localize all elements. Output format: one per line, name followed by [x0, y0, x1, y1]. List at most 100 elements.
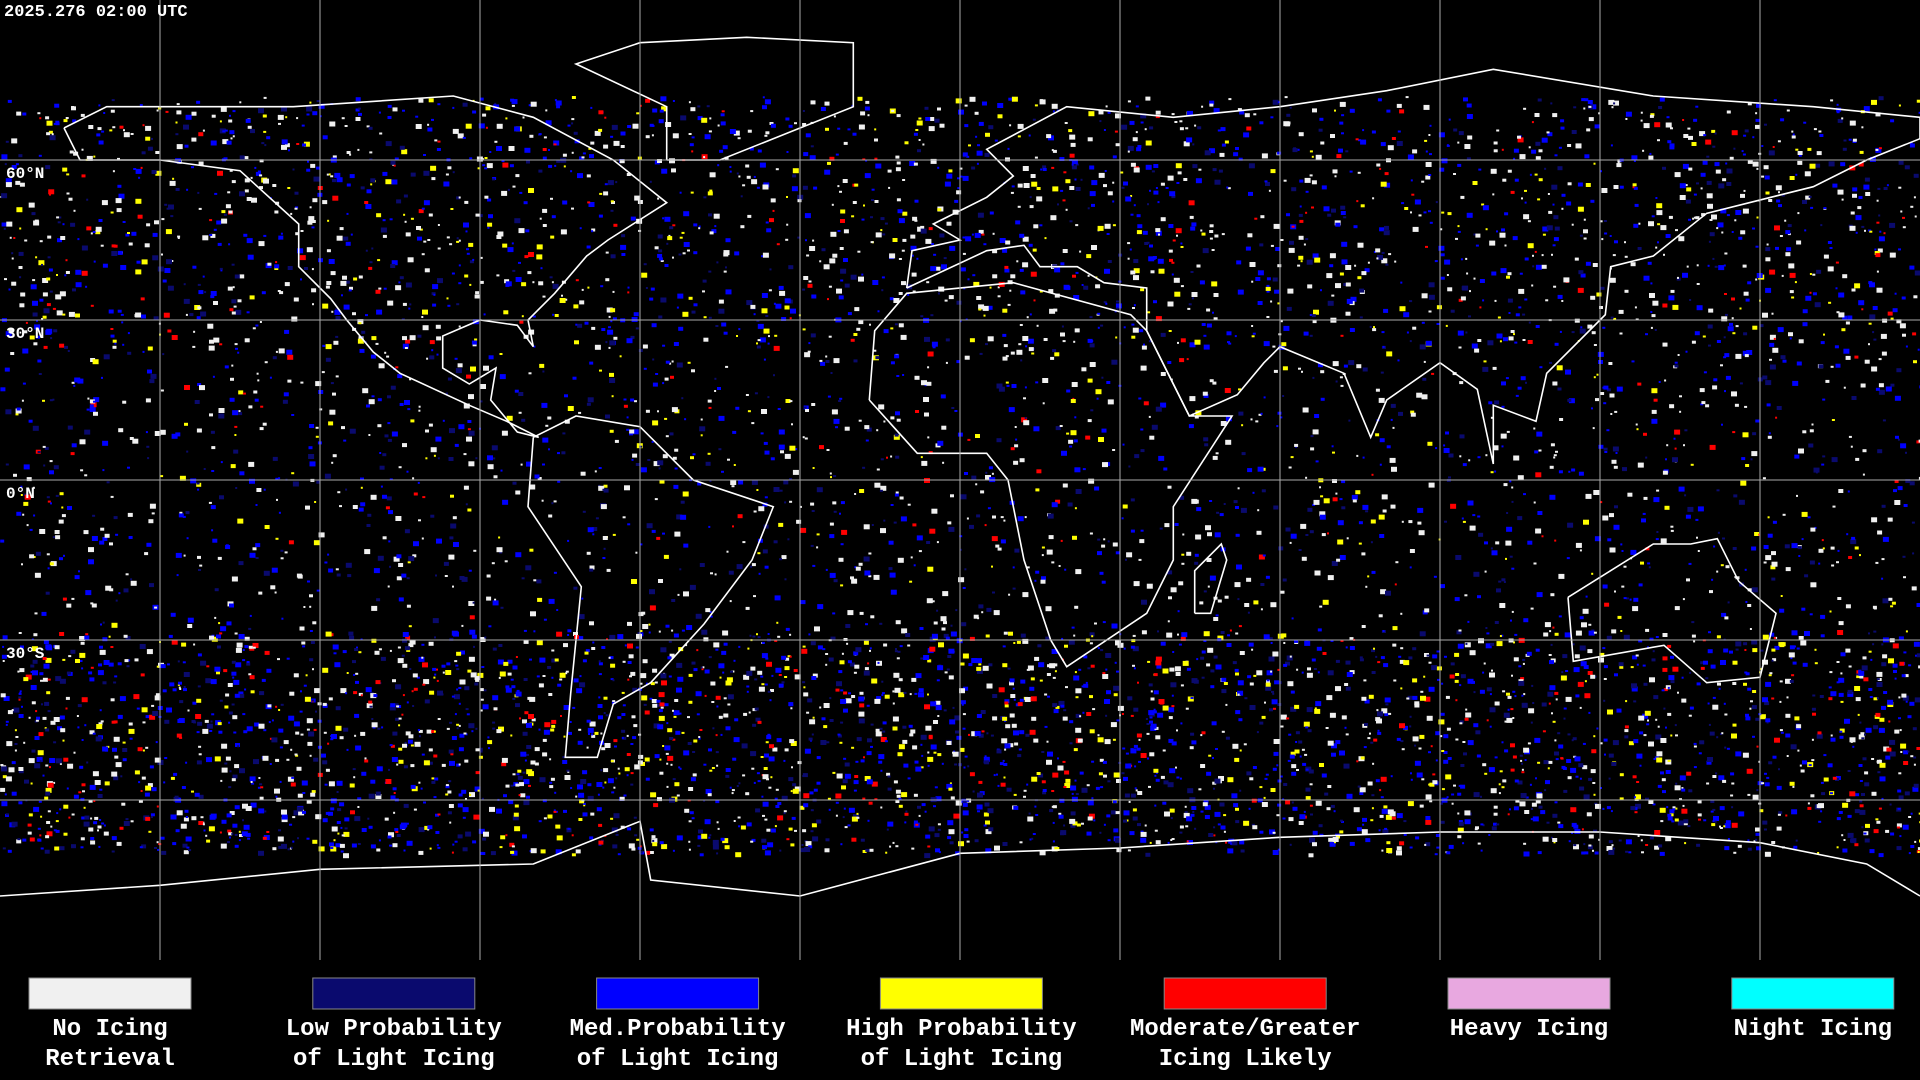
icing-pixel: [1798, 555, 1801, 557]
icing-pixel: [1204, 150, 1211, 156]
icing-pixel: [895, 167, 901, 172]
icing-pixel: [1179, 120, 1183, 123]
icing-pixel: [789, 445, 796, 451]
icing-pixel: [528, 188, 534, 193]
icing-pixel: [526, 461, 532, 467]
icing-pixel: [1633, 186, 1638, 190]
icing-pixel: [631, 579, 637, 584]
icing-pixel: [1902, 555, 1906, 558]
icing-pixel: [1536, 793, 1543, 799]
icing-pixel: [1696, 536, 1698, 539]
icing-pixel: [727, 458, 730, 461]
icing-pixel: [1897, 789, 1902, 793]
icing-pixel: [582, 510, 586, 513]
icing-pixel: [142, 350, 145, 353]
icing-pixel: [203, 468, 206, 470]
icing-pixel: [1872, 331, 1875, 334]
icing-pixel: [1213, 108, 1220, 114]
icing-pixel: [61, 506, 64, 509]
icing-pixel: [186, 188, 189, 191]
icing-pixel: [850, 274, 857, 280]
icing-pixel: [1712, 775, 1717, 778]
icing-pixel: [940, 394, 946, 399]
icing-pixel: [405, 339, 411, 344]
icing-pixel: [281, 144, 287, 150]
icing-pixel: [1688, 714, 1692, 717]
icing-pixel: [102, 263, 108, 268]
icing-pixel: [468, 569, 472, 572]
icing-pixel: [426, 357, 429, 360]
icing-pixel: [1120, 171, 1124, 174]
icing-pixel: [430, 447, 437, 453]
icing-pixel: [1648, 155, 1654, 160]
icing-pixel: [1883, 187, 1888, 190]
icing-pixel: [1525, 796, 1529, 799]
icing-pixel: [1332, 451, 1335, 454]
icing-pixel: [1335, 222, 1341, 227]
icing-pixel: [1879, 762, 1886, 768]
icing-pixel: [523, 201, 528, 205]
icing-pixel: [1132, 327, 1139, 333]
icing-pixel: [960, 267, 966, 272]
icing-pixel: [1446, 274, 1449, 276]
icing-pixel: [678, 253, 682, 256]
icing-pixel: [567, 406, 574, 411]
icing-pixel: [1808, 195, 1812, 198]
icing-pixel: [1397, 130, 1401, 133]
icing-pixel: [27, 823, 32, 827]
icing-pixel: [807, 350, 811, 353]
icing-pixel: [299, 255, 306, 261]
icing-pixel: [1179, 495, 1185, 500]
icing-pixel: [225, 545, 231, 549]
icing-pixel: [1132, 307, 1135, 309]
icing-pixel: [458, 239, 461, 242]
icing-pixel: [1219, 513, 1224, 517]
icing-pixel: [406, 577, 410, 580]
icing-pixel: [642, 344, 648, 349]
icing-pixel: [1290, 533, 1297, 539]
icing-pixel: [145, 125, 152, 131]
icing-pixel: [1602, 326, 1606, 329]
icing-pixel: [762, 96, 765, 99]
icing-pixel: [1380, 589, 1387, 595]
icing-pixel: [1041, 576, 1046, 581]
icing-pixel: [563, 165, 566, 168]
icing-pixel: [607, 180, 614, 186]
icing-pixel: [1394, 260, 1397, 263]
icing-pixel: [1051, 166, 1055, 169]
icing-pixel: [1341, 480, 1346, 484]
icing-pixel: [232, 286, 235, 289]
icing-pixel: [500, 469, 503, 472]
icing-pixel: [1087, 338, 1093, 343]
icing-pixel: [573, 632, 578, 636]
icing-pixel: [1742, 350, 1749, 356]
icing-pixel: [1434, 260, 1438, 263]
icing-pixel: [498, 644, 503, 647]
icing-pixel: [179, 511, 183, 514]
icing-pixel: [285, 116, 288, 119]
icing-pixel: [3, 227, 6, 230]
icing-pixel: [811, 510, 815, 512]
icing-pixel: [1627, 492, 1633, 497]
icing-pixel: [1784, 544, 1790, 549]
icing-pixel: [1482, 299, 1485, 302]
icing-pixel: [725, 266, 727, 269]
icing-pixel: [1192, 143, 1195, 146]
icing-pixel: [67, 506, 72, 510]
icing-pixel: [1635, 803, 1641, 809]
icing-pixel: [962, 236, 966, 239]
icing-pixel: [1625, 118, 1628, 120]
icing-pixel: [1579, 549, 1582, 552]
icing-pixel: [1765, 257, 1771, 262]
icing-pixel: [830, 372, 833, 374]
icing-pixel: [781, 317, 787, 321]
icing-pixel: [1002, 759, 1005, 762]
icing-pixel: [1238, 411, 1244, 416]
icing-pixel: [1723, 264, 1726, 267]
icing-pixel: [880, 806, 883, 809]
icing-pixel: [85, 285, 88, 288]
icing-pixel: [600, 285, 604, 288]
icing-pixel: [1071, 163, 1074, 166]
icing-pixel: [1283, 179, 1287, 182]
icing-pixel: [1167, 361, 1172, 364]
